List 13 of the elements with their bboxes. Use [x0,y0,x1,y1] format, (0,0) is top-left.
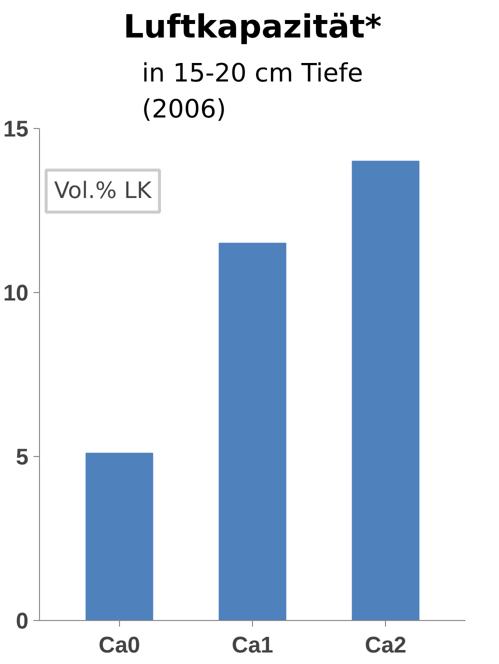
y-axis-title: Vol.% LK [54,178,153,204]
y-tick-label: 0 [16,608,29,634]
x-tick-label: Ca1 [232,632,274,658]
y-tick-label: 15 [3,116,28,142]
bar [352,160,420,620]
bar [86,452,154,620]
chart-title: Luftkapazität* [123,8,382,46]
y-tick-label: 10 [3,280,28,306]
x-tick-label: Ca0 [98,632,140,658]
chart-subtitle: in 15-20 cm Tiefe (2006) [142,58,364,124]
x-tick-label: Ca2 [364,632,406,658]
y-tick-label: 5 [16,444,29,470]
bar [218,242,286,620]
